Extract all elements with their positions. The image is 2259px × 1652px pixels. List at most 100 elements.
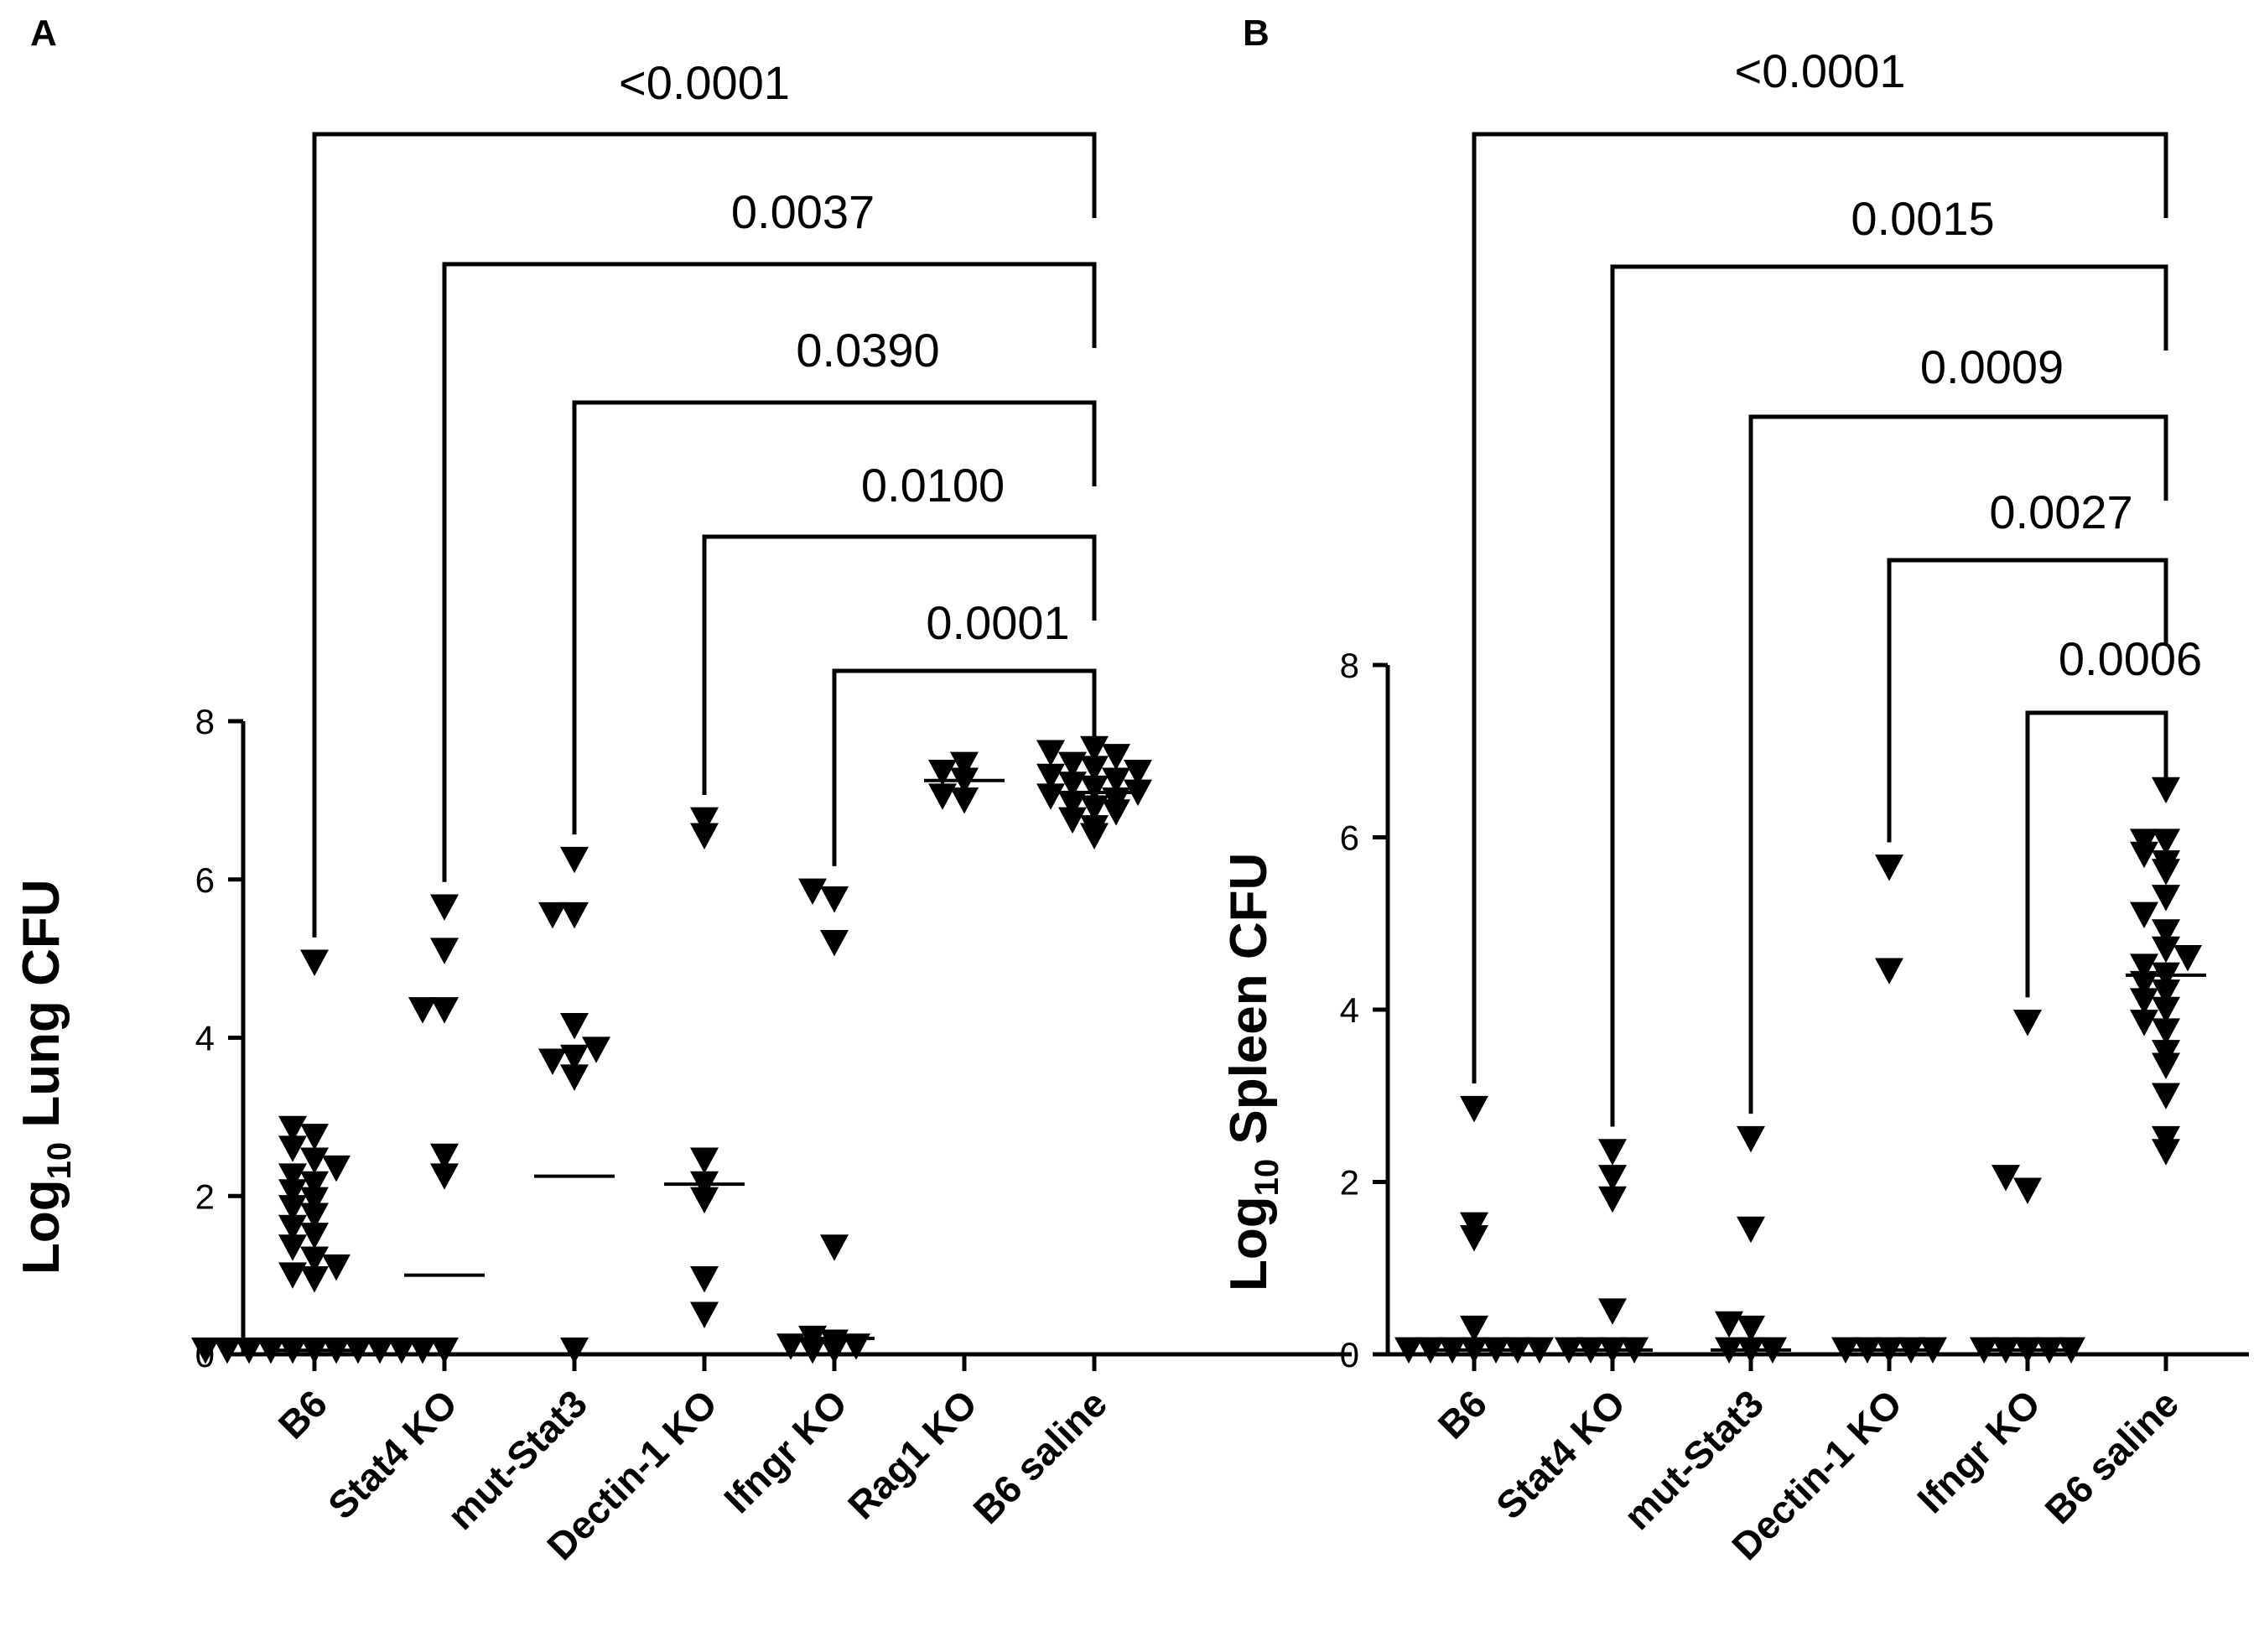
data-point [366,1337,394,1364]
panel-label-b: B [1243,13,1270,54]
x-category-label: Rag1 KO [839,1381,985,1527]
data-point [582,1036,610,1063]
data-point [2152,1125,2180,1153]
x-category-label: B6 saline [964,1381,1115,1532]
data-point [1058,791,1087,818]
x-category-label: Ifngr KO [715,1381,855,1521]
data-point [1124,760,1152,787]
data-point [213,1337,241,1364]
data-point [1715,1311,1743,1338]
data-point [1737,1216,1765,1244]
data-point [2130,970,2158,998]
data-point [387,1337,416,1364]
data-point [2130,988,2158,1015]
data-point [538,901,567,929]
data-point [2152,1018,2180,1045]
y-tick-label: 6 [1340,818,1359,858]
data-point [430,1337,459,1364]
comparison-bracket [442,262,1097,882]
data-point [278,1262,307,1289]
y-tick-label: 0 [1340,1335,1359,1374]
y-tick-label: 4 [1340,990,1359,1030]
data-point [950,787,979,814]
data-point [1598,1186,1627,1213]
data-point [2152,936,2180,964]
data-point [1919,1337,1947,1364]
data-point [2057,1337,2085,1364]
p-value-label: <0.0001 [1735,44,1906,97]
data-point [1460,1095,1488,1123]
comparison-bracket [1610,264,2168,1127]
y-tick-label: 2 [195,1177,215,1216]
p-value-label: <0.0001 [619,56,790,109]
data-point [1875,958,1903,984]
data-point [300,949,329,976]
data-point [322,1254,351,1281]
data-point [560,846,589,874]
data-point [2152,829,2180,855]
data-point [300,1187,329,1214]
data-point [1124,779,1152,807]
comparison-bracket [1887,558,2168,843]
data-point [1992,1165,2020,1192]
data-point [278,1214,307,1242]
y-axis-title-b: Log10 Spleen CFU [1220,853,1285,1291]
data-point [1555,1337,1583,1364]
comparison-bracket [702,534,1097,795]
data-point [1970,1337,1998,1364]
data-point [1058,807,1087,834]
data-point [1036,740,1065,766]
data-point [408,997,437,1024]
p-value-label: 0.0015 [1851,192,1994,245]
data-point [235,1337,263,1364]
data-point [2130,901,2158,929]
data-point [798,878,827,906]
data-point [1036,783,1065,810]
data-point [560,901,589,929]
p-value-label: 0.0027 [1989,486,2132,538]
data-point [300,1266,329,1293]
data-point [2130,1010,2158,1036]
x-category-label: Ifngr KO [1908,1381,2049,1521]
data-point [820,929,849,957]
data-point [2173,945,2202,972]
data-point [2152,996,2180,1024]
data-point [322,1155,351,1182]
data-point [2152,1083,2180,1109]
p-value-label: 0.0009 [1920,340,2064,393]
y-tick-label: 8 [195,702,215,741]
data-point [430,894,459,921]
data-point [1058,751,1087,779]
data-point [2130,829,2158,855]
data-point [560,1064,589,1091]
data-point [300,1171,329,1198]
data-point [538,1048,567,1075]
p-value-label: 0.0006 [2059,632,2202,685]
data-point [928,783,957,810]
data-point [950,751,979,779]
y-tick-label: 4 [195,1019,215,1058]
data-point [278,1195,307,1222]
data-point [690,1266,719,1293]
y-tick-label: 6 [195,860,215,900]
comparison-bracket [572,400,1097,835]
data-point [300,1223,329,1249]
data-point [1598,1139,1627,1166]
data-point [1737,1315,1765,1343]
data-point [690,1187,719,1214]
data-point [1525,1337,1554,1364]
y-tick-label: 2 [1340,1163,1359,1203]
data-point [278,1135,307,1162]
comparison-bracket [832,668,1097,866]
data-point [278,1163,307,1190]
data-point [1080,795,1109,822]
data-point [1598,1298,1627,1325]
data-point [1737,1125,1765,1153]
data-point [2152,850,2180,877]
data-point [1875,855,1903,881]
data-point [300,1124,329,1151]
x-category-label: Stat4 KO [1488,1381,1633,1527]
data-point [690,1301,719,1328]
data-point [300,1203,329,1229]
